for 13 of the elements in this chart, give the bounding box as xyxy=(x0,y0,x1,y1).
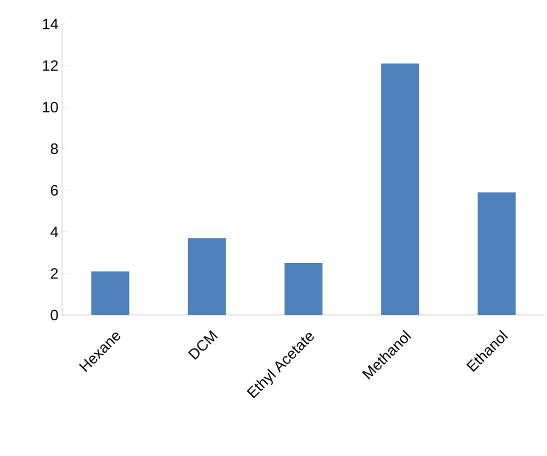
bar xyxy=(381,63,420,315)
bar xyxy=(478,192,516,315)
y-tick-label: 8 xyxy=(50,143,58,154)
bar xyxy=(91,271,130,315)
y-tick-label: 0 xyxy=(50,310,58,320)
y-tick-label: 2 xyxy=(50,268,58,279)
y-tick-label: 14 xyxy=(43,18,58,30)
bar xyxy=(284,263,323,315)
y-tick-label: 10 xyxy=(43,102,58,112)
y-tick-label: 6 xyxy=(50,184,58,196)
y-tick-label: 12 xyxy=(43,60,58,71)
bar xyxy=(188,238,226,315)
y-tick-label: 4 xyxy=(50,226,58,237)
